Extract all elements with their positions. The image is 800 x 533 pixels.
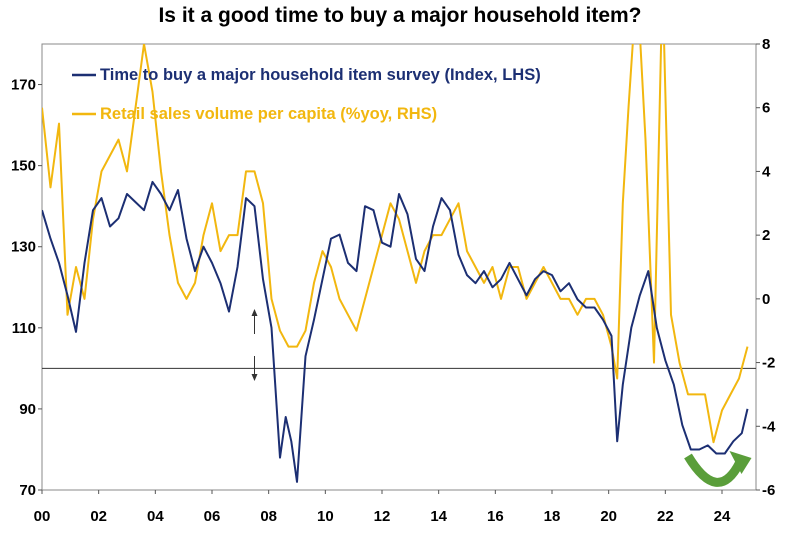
x-tick-label: 16 [487,508,504,525]
legend: Time to buy a major household item surve… [72,66,541,123]
x-tick-label: 00 [34,508,51,525]
left-tick-label: 70 [19,482,36,499]
right-tick-label: -4 [762,418,776,435]
right-tick-label: 0 [762,291,770,308]
right-tick-label: 2 [762,227,770,244]
left-tick-label: 170 [11,77,36,94]
left-tick-label: 130 [11,239,36,256]
legend-label: Time to buy a major household item surve… [100,66,541,84]
right-tick-label: 6 [762,100,770,117]
x-tick-label: 12 [374,508,391,525]
x-tick-label: 22 [657,508,674,525]
up-arrow-head [251,309,258,316]
x-tick-label: 10 [317,508,334,525]
green-curved-arrow [684,453,744,487]
series-line-survey-index [42,180,749,483]
plot-frame [41,43,757,491]
series-layer [42,44,749,483]
x-tick-label: 20 [600,508,617,525]
x-tick-label: 02 [90,508,107,525]
x-tick-label: 04 [147,508,164,525]
down-arrow-head [251,374,258,381]
series-line-retail-sales [42,44,749,444]
legend-label: Retail sales volume per capita (%yoy, RH… [100,105,437,123]
right-tick-label: -6 [762,482,775,499]
x-tick-label: 14 [430,508,447,525]
x-tick-label: 06 [204,508,221,525]
left-tick-label: 150 [11,158,36,175]
x-tick-label: 24 [714,508,731,525]
left-tick-label: 90 [19,401,36,418]
right-tick-label: 8 [762,36,770,53]
x-tick-label: 18 [544,508,561,525]
green-arrow-head [729,451,752,474]
left-tick-label: 110 [12,320,36,337]
annotation-layer [251,309,752,487]
right-tick-label: 4 [762,163,771,180]
chart-title: Is it a good time to buy a major househo… [158,4,642,27]
x-tick-label: 08 [260,508,277,525]
right-tick-label: -2 [762,355,775,372]
